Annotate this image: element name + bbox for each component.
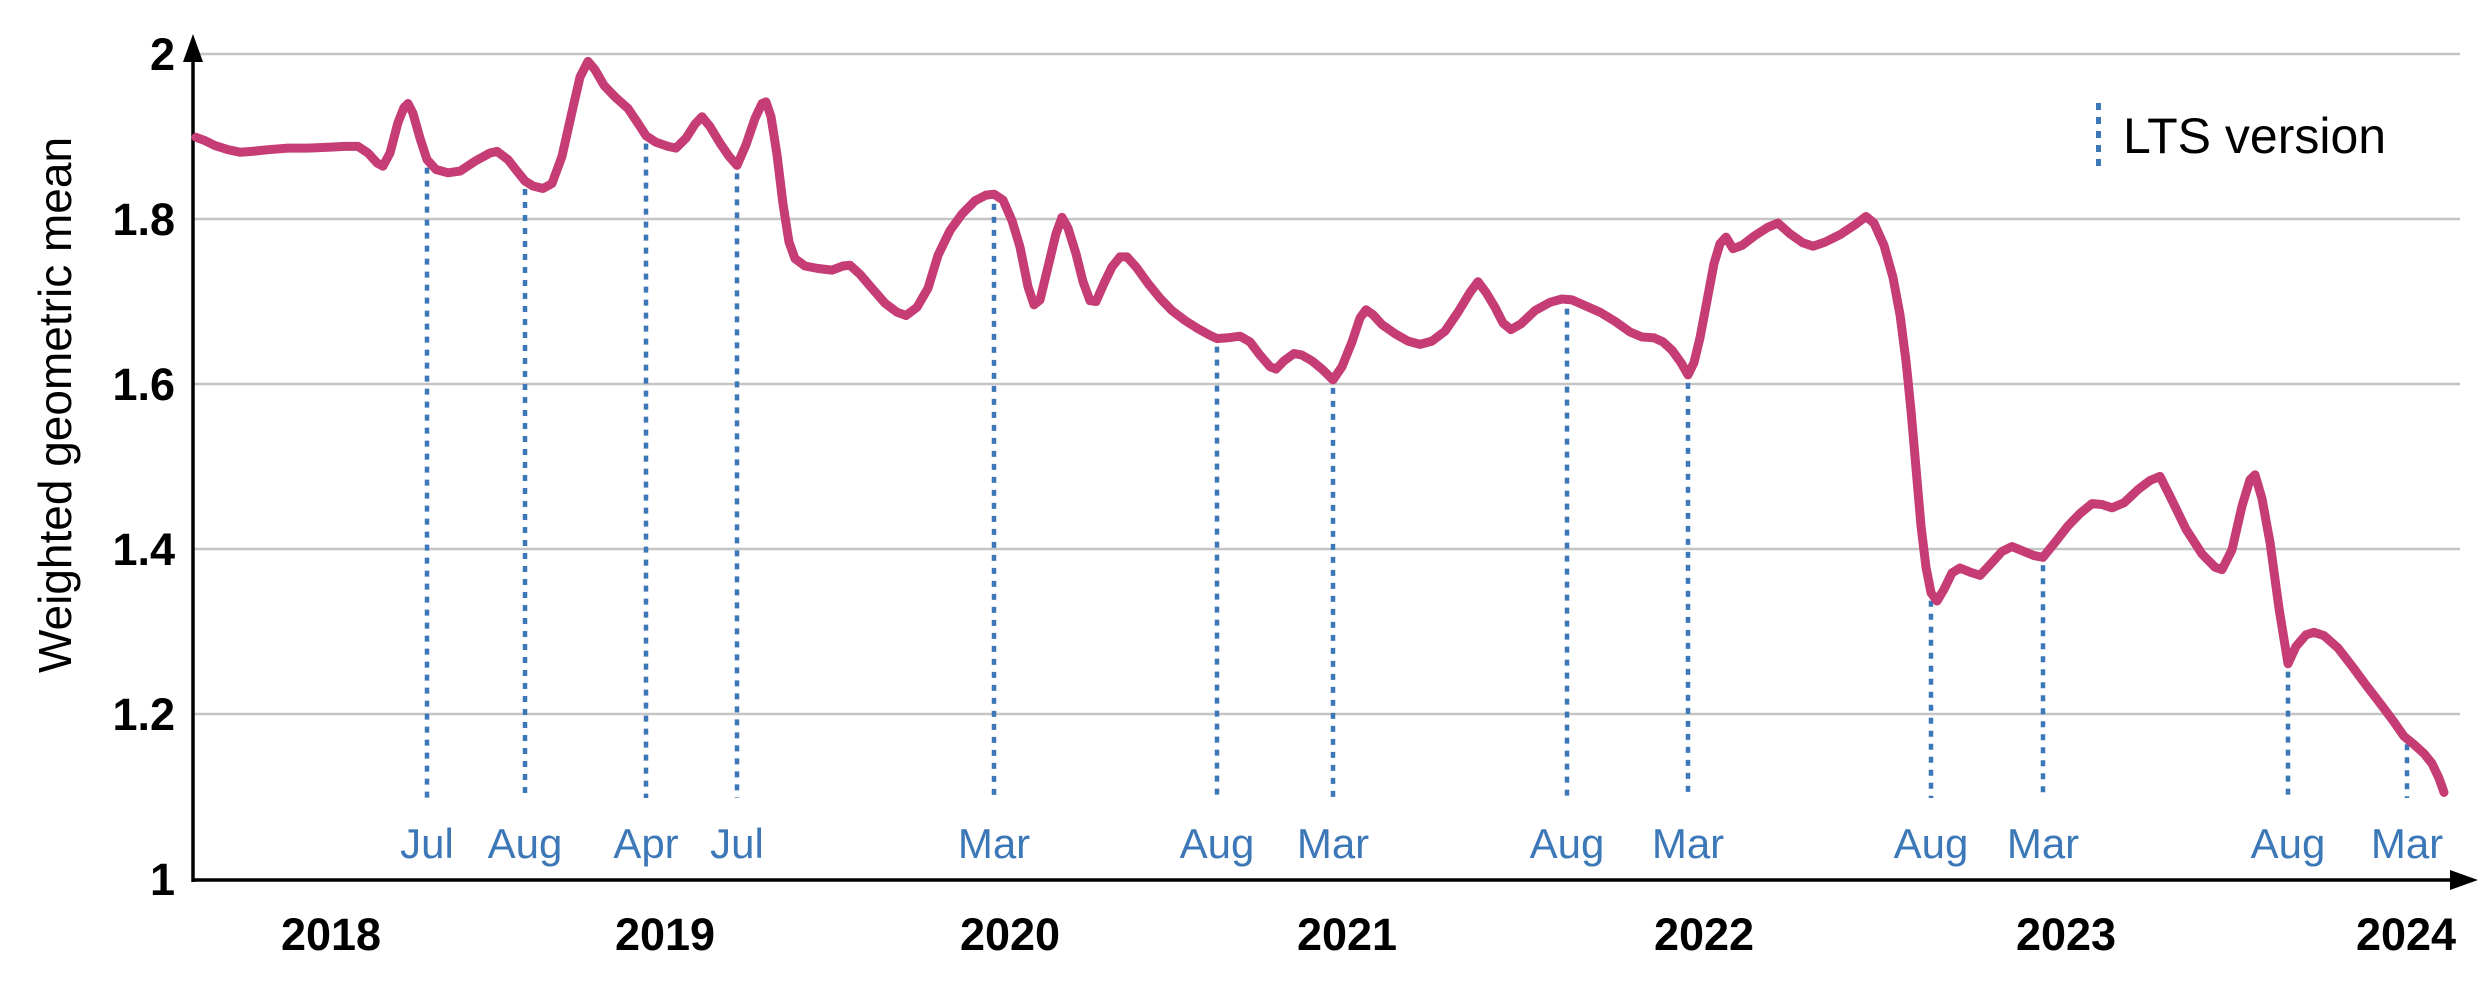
year-label: 2021 (1297, 909, 1397, 960)
lts-marker-month-label: Aug (1530, 820, 1605, 867)
lts-marker-month-label: Mar (1297, 820, 1369, 867)
y-axis-arrow-icon (183, 34, 203, 62)
lts-marker-month-label: Mar (2007, 820, 2079, 867)
legend: LTS version (2096, 103, 2386, 169)
y-tick-label: 1.2 (112, 689, 175, 740)
lts-marker-month-label: Mar (2371, 820, 2443, 867)
year-label: 2024 (2356, 909, 2456, 960)
lts-marker-month-label: Apr (613, 820, 678, 867)
y-tick-label: 1.8 (112, 194, 175, 245)
lts-marker-month-label: Aug (1180, 820, 1255, 867)
year-label: 2023 (2016, 909, 2116, 960)
lts-marker-month-label: Jul (710, 820, 764, 867)
year-label: 2020 (960, 909, 1060, 960)
legend-label: LTS version (2123, 108, 2387, 164)
lts-marker-month-label: Mar (958, 820, 1030, 867)
y-tick-label: 1 (150, 854, 175, 905)
lts-marker-month-label: Aug (488, 820, 563, 867)
y-axis-title: Weighted geometric mean (29, 136, 81, 674)
y-tick-label: 1.4 (112, 524, 175, 575)
lts-marker-month-label: Aug (1894, 820, 1969, 867)
lts-marker-month-label: Aug (2251, 820, 2326, 867)
lts-dotted-line-icon (2096, 103, 2101, 169)
y-tick-label: 1.6 (112, 359, 175, 410)
year-label: 2019 (615, 909, 715, 960)
x-axis-arrow-icon (2450, 870, 2478, 890)
y-tick-label: 2 (150, 29, 175, 80)
trend-line (191, 56, 2449, 797)
year-label: 2018 (281, 909, 381, 960)
lts-marker-month-label: Mar (1652, 820, 1724, 867)
year-label: 2022 (1654, 909, 1754, 960)
lts-marker-month-label: Jul (400, 820, 454, 867)
